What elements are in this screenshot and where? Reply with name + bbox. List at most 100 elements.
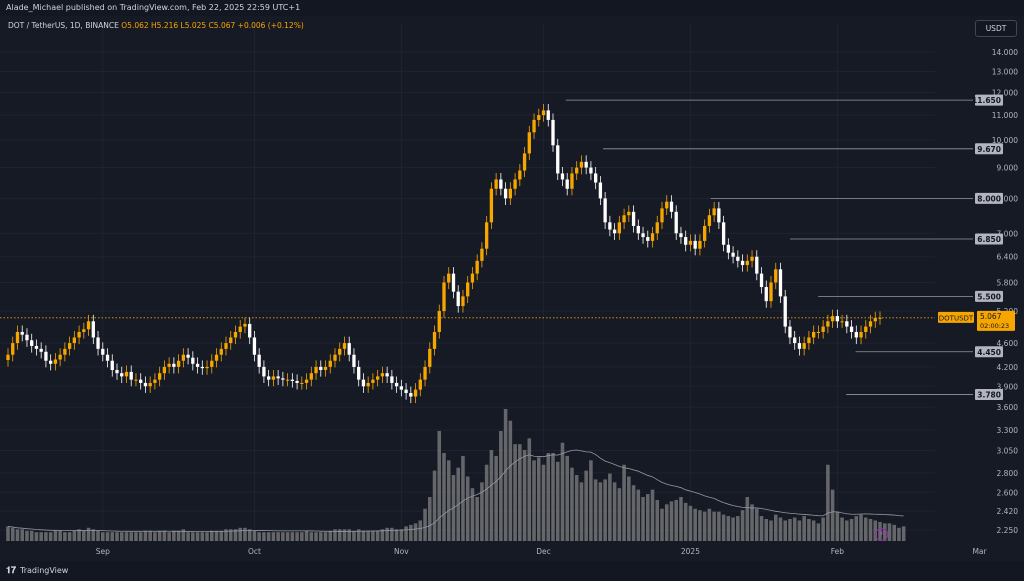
candle-body [608, 222, 612, 230]
publisher-bar: Alade_Michael published on TradingView.c… [0, 0, 1024, 16]
y-tick-label: 5.800 [997, 278, 1019, 287]
currency-button[interactable]: USDT [975, 20, 1017, 37]
candle-body [456, 291, 460, 307]
candle-body [252, 337, 257, 355]
candle-body [518, 170, 522, 180]
candle-body [755, 256, 759, 274]
candle-body [77, 331, 81, 338]
level-label: 11.650 [972, 96, 1001, 105]
volume-bar [300, 532, 304, 541]
volume-bar [480, 482, 484, 541]
candle-body [612, 229, 617, 234]
y-tick-label: 2.600 [997, 488, 1019, 497]
volume-bar [750, 504, 754, 541]
volume-bar [579, 482, 584, 541]
level-label-bg [975, 143, 1003, 155]
candle-body [726, 244, 731, 253]
candle-body [845, 321, 849, 327]
candle-body [309, 373, 313, 380]
candle-body [603, 198, 607, 223]
candle-body [693, 240, 697, 249]
candle-body [266, 376, 271, 380]
volume-bar [271, 532, 276, 541]
candle-body [143, 382, 148, 387]
volume-bar [484, 464, 489, 541]
candle-body [807, 337, 811, 344]
candle-body [195, 363, 200, 367]
candle-body [262, 366, 266, 377]
candle-body [304, 379, 309, 383]
candle-body [290, 379, 295, 381]
candle-body [172, 363, 176, 367]
volume-bar [191, 532, 195, 541]
candle-body [684, 237, 688, 245]
volume-bar [792, 517, 797, 541]
y-tick-label: 7.000 [997, 229, 1019, 238]
candle-body [688, 240, 693, 245]
candle-body [91, 321, 95, 338]
volume-bar [840, 517, 844, 541]
volume-bar [210, 530, 214, 541]
candle-body [584, 161, 588, 168]
lightning-icon[interactable]: ⚡ [875, 528, 888, 541]
candle-body [243, 323, 247, 327]
candle-body [707, 215, 712, 226]
candle-body [759, 273, 764, 288]
candle-body [802, 343, 806, 349]
volume-bar [674, 499, 678, 541]
volume-bar [461, 455, 465, 541]
candle-body [34, 345, 39, 349]
volume-bar [101, 532, 105, 541]
price-chart[interactable]: 14.000 13.000 12.000 11.000 10.000 9.000 8.000… [0, 16, 1024, 561]
candle-body [233, 331, 238, 338]
y-tick-label: 4.200 [997, 363, 1019, 372]
volume-bar [489, 450, 494, 541]
footer: 𝟏𝟕 TradingView [0, 561, 1024, 581]
volume-bar [219, 530, 224, 541]
volume-bar [366, 530, 370, 541]
candle-body [191, 357, 195, 364]
volume-bar [773, 514, 778, 541]
volume-bar [418, 520, 423, 541]
volume-bar [361, 530, 366, 541]
candle-body [162, 366, 167, 374]
volume-bar [522, 450, 527, 541]
candle-body [508, 188, 513, 199]
candle-body [698, 240, 702, 249]
volume-bar [646, 494, 650, 541]
candle-body [702, 225, 707, 241]
candle-body [319, 366, 323, 371]
candle-body [385, 373, 389, 377]
candle-body [721, 222, 726, 245]
candle-body [565, 179, 569, 189]
candle-body [214, 354, 219, 361]
volume-bar [541, 464, 546, 541]
current-price-label: 5.067 [980, 312, 1002, 321]
candle-body [418, 379, 422, 390]
volume-bar [551, 453, 555, 541]
volume-bar [565, 455, 569, 541]
volume-bar [181, 529, 186, 541]
candle-body [281, 378, 285, 380]
y-tick-label: 9.000 [997, 164, 1019, 173]
volume-bar [276, 532, 280, 541]
candle-body [537, 115, 541, 120]
candle-body [58, 354, 62, 360]
candle-body [205, 366, 209, 369]
candle-body [390, 376, 394, 383]
candle-body [72, 337, 77, 344]
candle-body [480, 248, 484, 261]
volume-bar [290, 532, 295, 541]
candle-body [878, 317, 882, 319]
volume-bar [214, 530, 219, 541]
candle-body [499, 179, 503, 189]
volume-bar [527, 438, 532, 541]
candle-body [371, 379, 375, 383]
symbol-tag: DOTUSDT [939, 314, 974, 322]
candle-body [589, 167, 593, 174]
candle-body [67, 343, 72, 349]
candle-body [674, 211, 678, 234]
volume-bar [15, 529, 20, 541]
volume-bar [129, 532, 133, 541]
candle-body [447, 273, 451, 283]
